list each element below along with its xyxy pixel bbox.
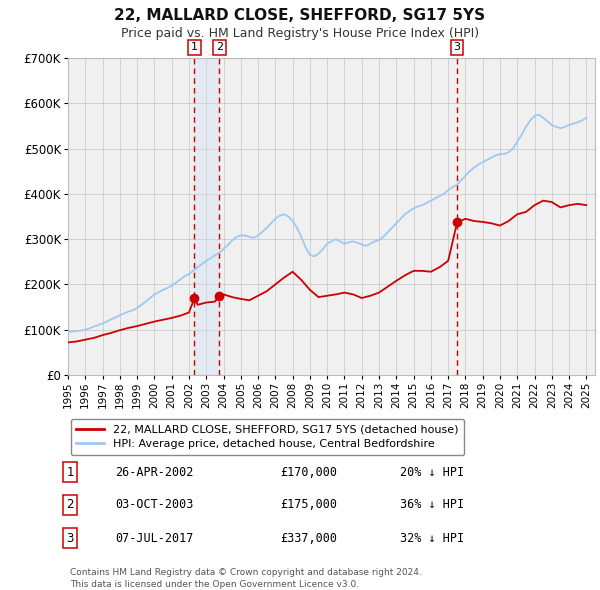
- Text: 1: 1: [191, 42, 198, 53]
- Text: 26-APR-2002: 26-APR-2002: [115, 466, 193, 478]
- Text: 22, MALLARD CLOSE, SHEFFORD, SG17 5YS: 22, MALLARD CLOSE, SHEFFORD, SG17 5YS: [115, 8, 485, 23]
- Text: 36% ↓ HPI: 36% ↓ HPI: [400, 499, 464, 512]
- Bar: [194, 58, 219, 375]
- Text: 2: 2: [66, 499, 74, 512]
- Text: 03-OCT-2003: 03-OCT-2003: [115, 499, 193, 512]
- Text: £170,000: £170,000: [280, 466, 337, 478]
- Text: 3: 3: [454, 42, 461, 53]
- Text: 20% ↓ HPI: 20% ↓ HPI: [400, 466, 464, 478]
- Text: 07-JUL-2017: 07-JUL-2017: [115, 532, 193, 545]
- Text: 2: 2: [215, 42, 223, 53]
- Legend: 22, MALLARD CLOSE, SHEFFORD, SG17 5YS (detached house), HPI: Average price, deta: 22, MALLARD CLOSE, SHEFFORD, SG17 5YS (d…: [71, 419, 464, 455]
- Text: Contains HM Land Registry data © Crown copyright and database right 2024.: Contains HM Land Registry data © Crown c…: [70, 568, 422, 577]
- Text: 3: 3: [67, 532, 74, 545]
- Text: £337,000: £337,000: [280, 532, 337, 545]
- Text: This data is licensed under the Open Government Licence v3.0.: This data is licensed under the Open Gov…: [70, 580, 359, 589]
- Text: £175,000: £175,000: [280, 499, 337, 512]
- Text: 32% ↓ HPI: 32% ↓ HPI: [400, 532, 464, 545]
- Text: 1: 1: [66, 466, 74, 478]
- Text: Price paid vs. HM Land Registry's House Price Index (HPI): Price paid vs. HM Land Registry's House …: [121, 27, 479, 40]
